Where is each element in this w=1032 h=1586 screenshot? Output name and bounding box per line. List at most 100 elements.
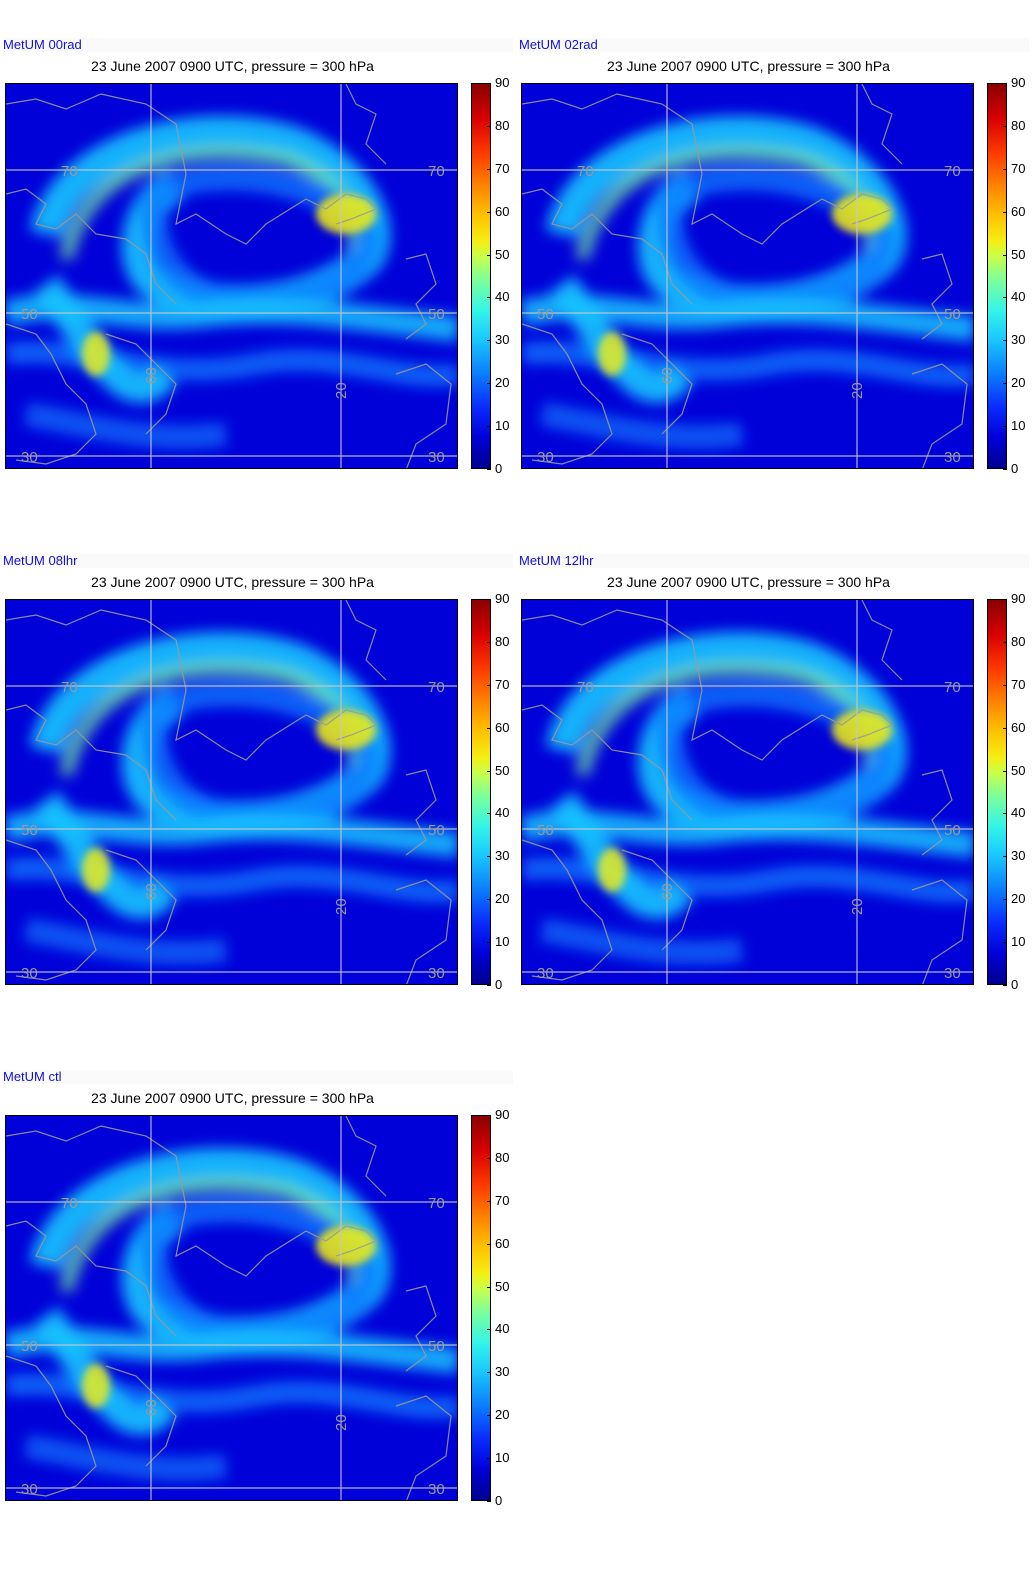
map-canvas: 70 70 50 50 30 30 60 20: [522, 84, 973, 468]
map-canvas: 70 70 50 50 30 30 60 20: [6, 84, 457, 468]
wind-speed-map: 70 70 50 50 30 30 60 20: [521, 599, 974, 985]
colorbar-tick-label: 20: [495, 375, 510, 391]
colorbar-tick-label: 40: [495, 289, 510, 305]
panel-ctl: MetUM ctl 23 June 2007 0900 UTC, pressur…: [0, 1070, 516, 1586]
colorbar-tick-label: 60: [495, 203, 510, 219]
wind-speed-map: 70 70 50 50 30 30 60 20: [5, 83, 458, 469]
graticule-label: 60: [659, 367, 676, 384]
graticule: [6, 84, 457, 468]
colorbar: [987, 599, 1007, 985]
colorbar-tick-label: 0: [495, 977, 503, 992]
colorbar-tick: [1003, 813, 1007, 815]
wind-speed-map: 70 70 50 50 30 30 60 20: [5, 599, 458, 985]
colorbar-tick: [487, 684, 491, 686]
jet-stream-field: [6, 115, 457, 449]
colorbar-tick: [487, 469, 491, 470]
colorbar-tick-label: 40: [1011, 805, 1026, 821]
colorbar-tick-label: 20: [1011, 375, 1026, 391]
graticule-label: 70: [428, 163, 445, 180]
graticule-label: 70: [577, 679, 594, 696]
graticule-label: 60: [659, 883, 676, 900]
map-canvas: 70 70 50 50 30 30 60 20: [6, 1116, 457, 1500]
colorbar-tick-label: 80: [1011, 117, 1026, 133]
colorbar: [987, 83, 1007, 469]
graticule-label: 70: [944, 163, 961, 180]
colorbar-tick-label: 90: [495, 75, 510, 90]
colorbar-tick: [487, 1286, 491, 1288]
graticule-label: 70: [61, 1195, 78, 1212]
colorbar-tick: [487, 1200, 491, 1202]
wind-speed-map: 70 70 50 50 30 30 60 20: [521, 83, 974, 469]
colorbar-tick: [487, 211, 491, 213]
colorbar-tick-label: 80: [495, 633, 510, 649]
colorbar-tick-label: 70: [1011, 676, 1026, 692]
colorbar-tick: [1003, 599, 1007, 600]
graticule-label: 50: [944, 822, 961, 839]
colorbar-tick-label: 10: [495, 934, 510, 950]
colorbar-tick-label: 80: [495, 1149, 510, 1165]
graticule-label: 60: [143, 1399, 160, 1416]
colorbar: [471, 83, 491, 469]
colorbar-tick: [1003, 168, 1007, 170]
colorbar-tick: [1003, 684, 1007, 686]
colorbar-tick-label: 40: [495, 1321, 510, 1337]
colorbar-tick-label: 80: [495, 117, 510, 133]
colorbar-tick: [1003, 254, 1007, 256]
graticule-label: 30: [428, 449, 445, 466]
graticule: [6, 1116, 457, 1500]
graticule-label: 70: [944, 679, 961, 696]
coastline: [6, 1116, 452, 1500]
coastline: [522, 84, 968, 468]
colorbar-tick: [487, 1243, 491, 1245]
colorbar-tick: [487, 340, 491, 342]
graticule-label: 60: [143, 367, 160, 384]
colorbar-tick: [1003, 641, 1007, 643]
graticule-label: 50: [537, 822, 554, 839]
colorbar-tick-label: 70: [495, 676, 510, 692]
colorbar-tick-label: 80: [1011, 633, 1026, 649]
colorbar-tick: [1003, 426, 1007, 428]
colorbar-tick: [487, 770, 491, 772]
colorbar-tick-label: 70: [495, 160, 510, 176]
map-canvas: 70 70 50 50 30 30 60 20: [522, 600, 973, 984]
colorbar-tick-label: 60: [1011, 719, 1026, 735]
colorbar-tick: [487, 168, 491, 170]
colorbar-tick: [487, 254, 491, 256]
colorbar-tick-label: 30: [495, 1364, 510, 1380]
colorbar-tick-label: 20: [1011, 891, 1026, 907]
colorbar-tick: [1003, 899, 1007, 901]
graticule-label: 20: [333, 1414, 350, 1431]
panel-12lhr: MetUM 12lhr 23 June 2007 0900 UTC, press…: [516, 554, 1032, 1070]
graticule: [6, 600, 457, 984]
colorbar-tick: [487, 899, 491, 901]
panel-title: 23 June 2007 0900 UTC, pressure = 300 hP…: [91, 574, 374, 590]
panel-label: MetUM 00rad: [3, 38, 513, 52]
colorbar-tick-label: 40: [1011, 289, 1026, 305]
colorbar-tick-label: 10: [1011, 418, 1026, 434]
colorbar-tick: [1003, 942, 1007, 944]
colorbar-tick-label: 10: [495, 1450, 510, 1466]
colorbar-tick-label: 40: [495, 805, 510, 821]
colorbar-tick: [1003, 727, 1007, 729]
graticule-label: 70: [61, 163, 78, 180]
colorbar-tick: [1003, 469, 1007, 470]
wind-speed-map: 70 70 50 50 30 30 60 20: [5, 1115, 458, 1501]
jet-core: [82, 194, 376, 376]
graticule-label: 70: [428, 679, 445, 696]
jet-core: [82, 1226, 376, 1408]
graticule-label: 20: [333, 382, 350, 399]
graticule-label: 50: [428, 1338, 445, 1355]
graticule-label: 30: [428, 1481, 445, 1498]
graticule-label: 30: [21, 965, 38, 982]
graticule-label: 30: [21, 449, 38, 466]
panel-title: 23 June 2007 0900 UTC, pressure = 300 hP…: [607, 58, 890, 74]
graticule-label: 30: [428, 965, 445, 982]
colorbar-tick-label: 30: [495, 848, 510, 864]
colorbar-tick-label: 60: [495, 1235, 510, 1251]
colorbar-tick: [487, 727, 491, 729]
colorbar-tick-label: 90: [495, 591, 510, 606]
coastline: [6, 84, 452, 468]
colorbar-tick: [487, 1501, 491, 1502]
colorbar-tick: [487, 813, 491, 815]
panel-label: MetUM 12lhr: [519, 554, 1029, 568]
